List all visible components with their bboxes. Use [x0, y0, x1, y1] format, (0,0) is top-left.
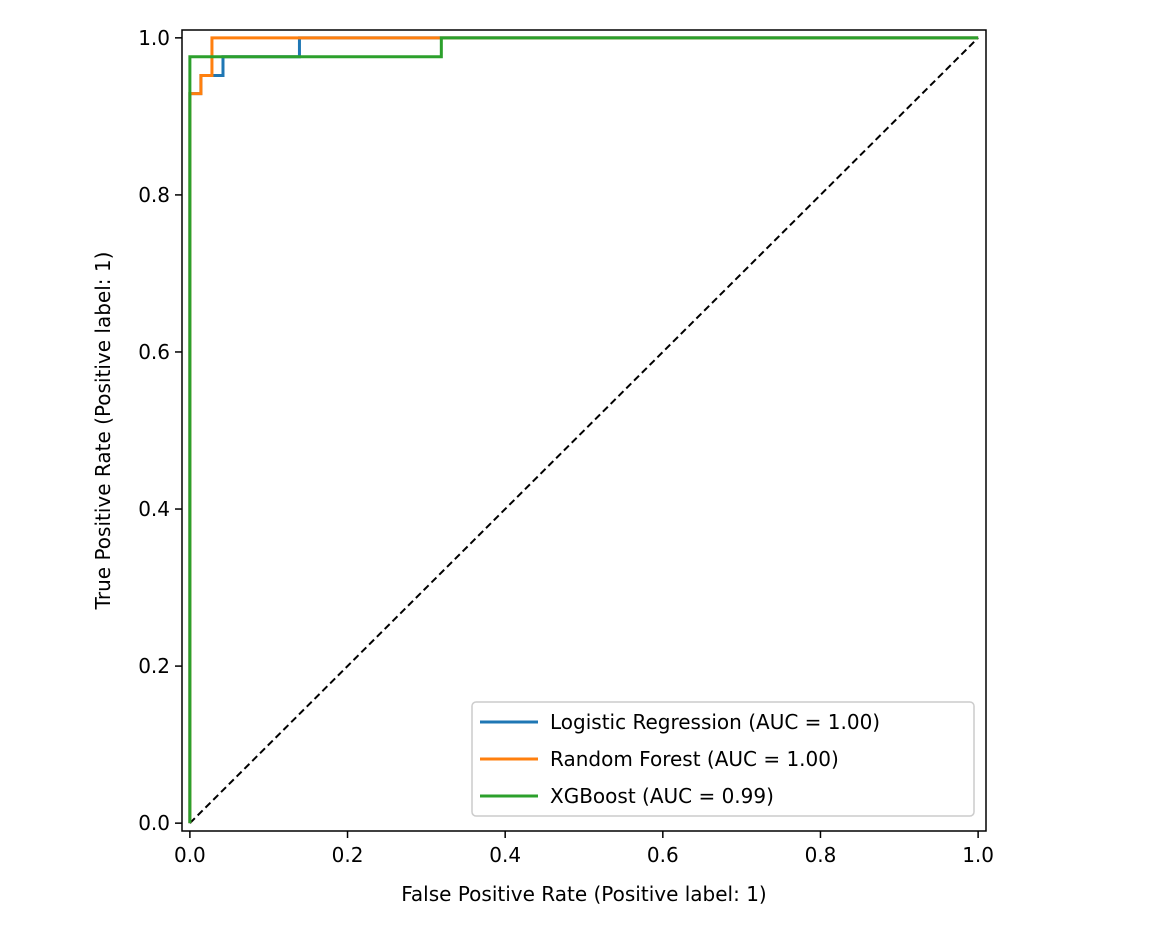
- x-tick-label-4: 0.8: [805, 843, 837, 867]
- x-tick-label-0: 0.0: [174, 843, 206, 867]
- y-tick-label-4: 0.8: [138, 183, 170, 207]
- legend-label-0: Logistic Regression (AUC = 1.00): [550, 710, 880, 734]
- y-tick-label-0: 0.0: [138, 811, 170, 835]
- legend-label-2: XGBoost (AUC = 0.99): [550, 784, 774, 808]
- y-tick-label-2: 0.4: [138, 497, 170, 521]
- x-tick-label-3: 0.6: [647, 843, 679, 867]
- y-tick-label-1: 0.2: [138, 654, 170, 678]
- axes: 0.0 0.2 0.4 0.6 0.8 1.0 0.0 0.2 0.4 0.6 0.8 1.0: [138, 26, 994, 867]
- legend: Logistic Regression (AUC = 1.00) Random F…: [471, 701, 975, 817]
- legend-box: [471, 701, 975, 817]
- series-line-2: [188, 36, 979, 824]
- axes-frame: [181, 29, 987, 832]
- x-tick-label-1: 0.2: [332, 843, 364, 867]
- x-tick-label-5: 1.0: [962, 843, 994, 867]
- x-tick-label-2: 0.4: [489, 843, 521, 867]
- y-tick-label-5: 1.0: [138, 26, 170, 50]
- diagonal-reference-line: [189, 37, 979, 824]
- plot-area: [188, 36, 979, 824]
- x-axis-label: False Positive Rate (Positive label: 1): [401, 882, 767, 906]
- y-axis-label: True Positive Rate (Positive label: 1): [91, 252, 115, 611]
- y-tick-label-3: 0.6: [138, 340, 170, 364]
- legend-label-1: Random Forest (AUC = 1.00): [550, 747, 839, 771]
